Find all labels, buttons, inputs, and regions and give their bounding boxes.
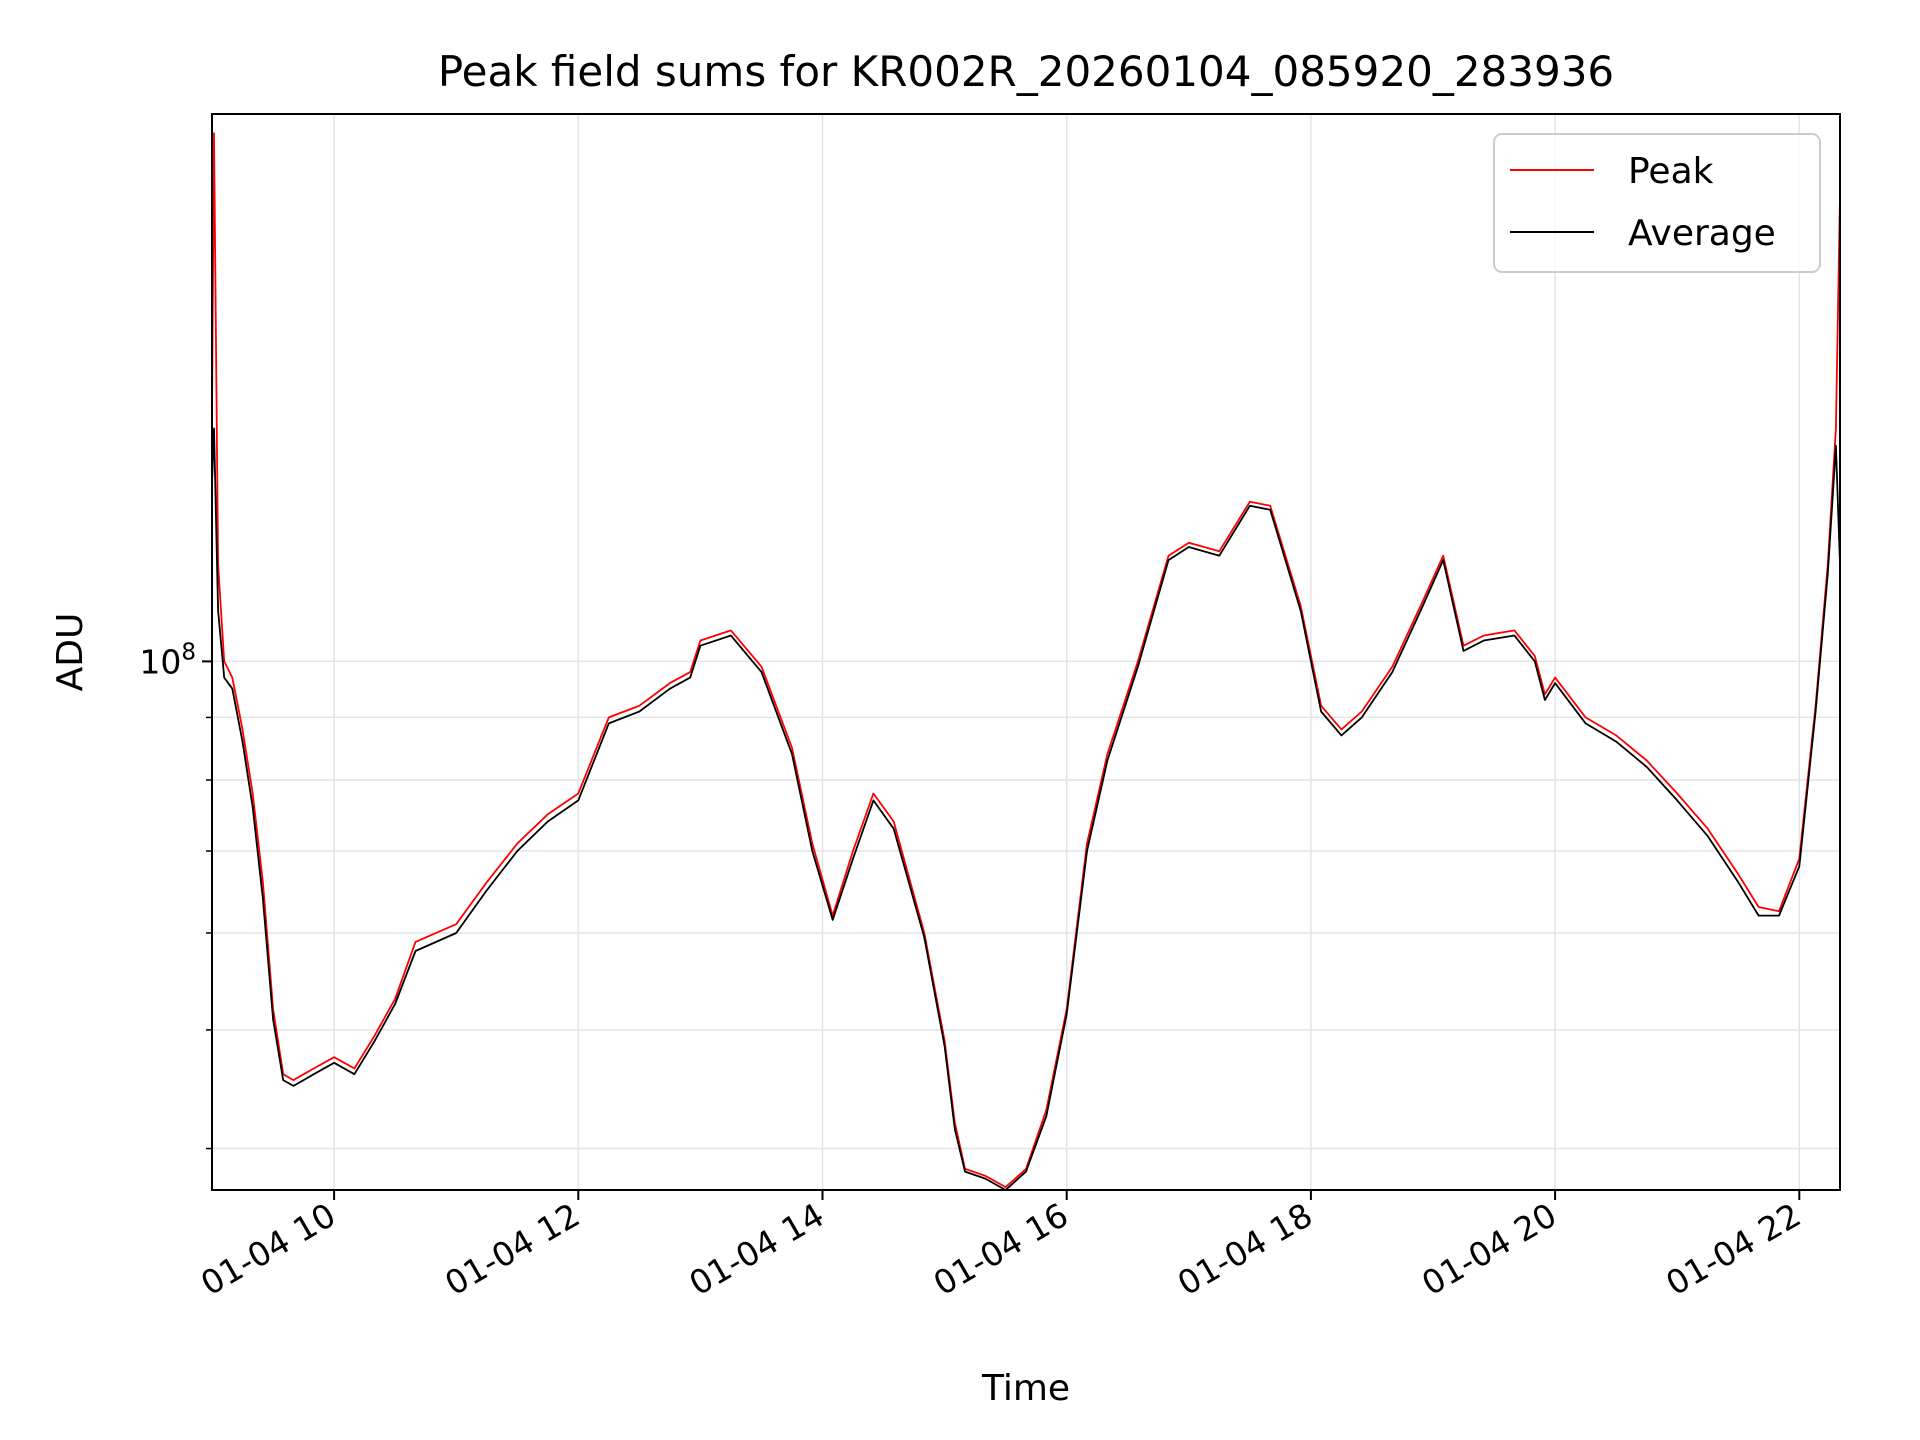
chart-title: Peak field sums for KR002R_20260104_0859… — [438, 47, 1614, 96]
x-axis-label: Time — [981, 1368, 1070, 1409]
legend-label-average: Average — [1628, 213, 1776, 254]
series-layer — [212, 132, 1840, 1190]
y-axis-label: ADU — [50, 613, 91, 692]
y-axis: 108 — [139, 639, 212, 1150]
legend-label-peak: Peak — [1628, 151, 1714, 192]
series-line-average — [212, 427, 1840, 1190]
grid — [212, 114, 1840, 1190]
y-tick-label-0: 108 — [139, 639, 196, 681]
legend-box — [1493, 133, 1821, 273]
plot-frame — [211, 113, 1841, 1191]
legend: Peak Average — [1493, 133, 1821, 273]
